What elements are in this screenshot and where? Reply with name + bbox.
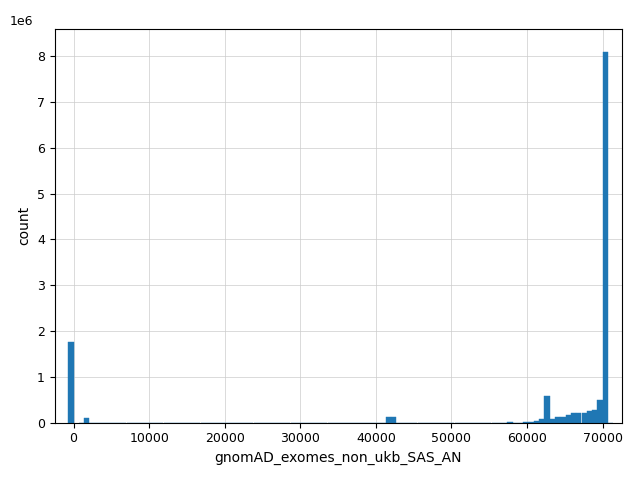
Bar — [545, 396, 550, 422]
Bar — [391, 417, 396, 422]
Y-axis label: count: count — [17, 206, 31, 245]
Bar — [603, 51, 608, 422]
Bar — [597, 400, 603, 422]
Bar — [566, 415, 571, 422]
Bar — [582, 412, 587, 422]
Bar — [84, 419, 90, 422]
Bar — [529, 421, 534, 422]
Bar — [576, 413, 581, 422]
Bar — [571, 413, 576, 422]
Text: 1e6: 1e6 — [10, 15, 33, 28]
Bar — [386, 417, 391, 422]
Bar — [534, 421, 539, 422]
Bar — [540, 419, 545, 422]
Bar — [68, 342, 74, 422]
Bar — [587, 411, 592, 422]
Bar — [561, 417, 566, 422]
Bar — [555, 417, 560, 422]
Bar — [550, 419, 555, 422]
X-axis label: gnomAD_exomes_non_ukb_SAS_AN: gnomAD_exomes_non_ukb_SAS_AN — [214, 451, 462, 465]
Bar — [592, 410, 597, 422]
